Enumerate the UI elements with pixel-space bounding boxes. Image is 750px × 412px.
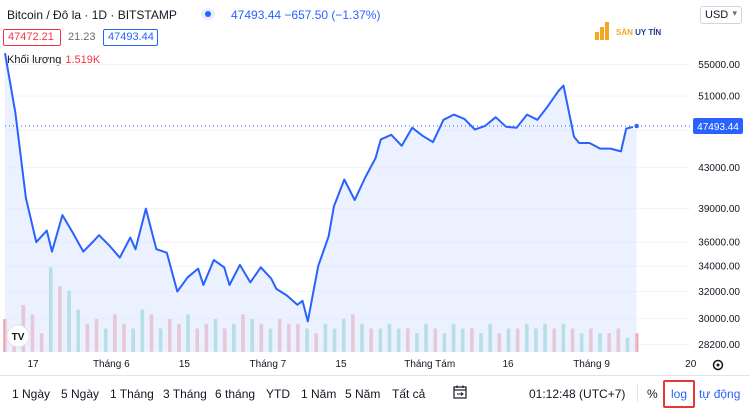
x-tick-label: 15	[179, 359, 191, 370]
svg-text:TV: TV	[12, 332, 25, 343]
chart-header: Bitcoin / Đô la · 1D · BITSTAMP 47493.44…	[0, 0, 750, 28]
y-tick-label: 36000.00	[698, 238, 740, 249]
y-tick-label: 32000.00	[698, 287, 740, 298]
range-1-year[interactable]: 1 Năm	[301, 387, 337, 401]
price-area	[5, 53, 637, 352]
percent-scale-button[interactable]: %	[647, 387, 658, 401]
volume-label: Khối lượng	[7, 54, 62, 66]
logo-text: SÀN UY TÍN	[616, 28, 662, 37]
range-3-months[interactable]: 3 Tháng	[163, 387, 207, 401]
chevron-down-icon: ▾	[732, 8, 737, 18]
last-quote: 47493.44 −657.50 (−1.37%)	[231, 8, 381, 22]
last-price-dot	[632, 122, 641, 130]
eye-icon[interactable]	[201, 8, 215, 20]
y-tick-label: 28200.00	[698, 340, 740, 351]
ask-price: 47493.44	[103, 29, 158, 46]
last-price-badge	[693, 117, 743, 134]
range-1-month[interactable]: 1 Tháng	[110, 387, 154, 401]
x-tick-label: Tháng 7	[250, 359, 287, 370]
range-5-days[interactable]: 5 Ngày	[61, 387, 100, 401]
spread-value: 21.23	[68, 31, 96, 43]
bid-price: 47472.21	[3, 29, 61, 46]
range-6-months[interactable]: 6 tháng	[215, 387, 256, 401]
volume-legend[interactable]: Khối lượng 1.519K	[7, 54, 100, 66]
range-1-day[interactable]: 1 Ngày	[12, 387, 51, 401]
range-all[interactable]: Tất cả	[392, 387, 426, 401]
last-price-label: 47493.44	[697, 122, 739, 133]
currency-select[interactable]: USD ▾	[700, 6, 742, 24]
x-tick-label: 20	[685, 359, 697, 370]
volume-value: 1.519K	[65, 54, 101, 66]
x-tick-label: Tháng 6	[93, 359, 130, 370]
y-tick-label: 39000.00	[698, 204, 740, 215]
range-ytd[interactable]: YTD	[266, 387, 290, 401]
x-tick-label: 15	[335, 359, 347, 370]
x-tick-label: 17	[27, 359, 39, 370]
x-tick-label: Tháng 9	[573, 359, 610, 370]
y-tick-label: 55000.00	[698, 60, 740, 71]
volume-bar	[634, 333, 639, 352]
tradingview-icon[interactable]: TV	[6, 324, 30, 348]
price-line	[4, 53, 637, 323]
x-tick-label: 16	[502, 359, 514, 370]
y-tick-label: 34000.00	[698, 262, 740, 273]
calendar-icon[interactable]	[453, 385, 467, 399]
bottom-toolbar: 1 Ngày 5 Ngày 1 Tháng 3 Tháng 6 tháng YT…	[0, 375, 750, 412]
logo-bars-icon	[595, 22, 613, 40]
log-scale-button[interactable]: log	[663, 380, 695, 408]
symbol-title[interactable]: Bitcoin / Đô la · 1D · BITSTAMP	[7, 8, 177, 22]
brand-logo: SÀN UY TÍN	[592, 18, 682, 44]
price-chart[interactable]: 55000.0051000.0047000.0043000.0039000.00…	[0, 0, 750, 375]
y-tick-label: 51000.00	[698, 92, 740, 103]
y-tick-label: 43000.00	[698, 163, 740, 174]
y-tick-label: 30000.00	[698, 314, 740, 325]
toolbar-divider	[637, 384, 638, 402]
gear-icon[interactable]	[712, 359, 724, 371]
auto-scale-button[interactable]: tự động	[699, 387, 741, 401]
currency-label: USD	[705, 9, 729, 21]
x-tick-label: Tháng Tám	[404, 359, 455, 370]
timezone-clock[interactable]: 01:12:48 (UTC+7)	[529, 387, 626, 401]
range-5-years[interactable]: 5 Năm	[345, 387, 381, 401]
